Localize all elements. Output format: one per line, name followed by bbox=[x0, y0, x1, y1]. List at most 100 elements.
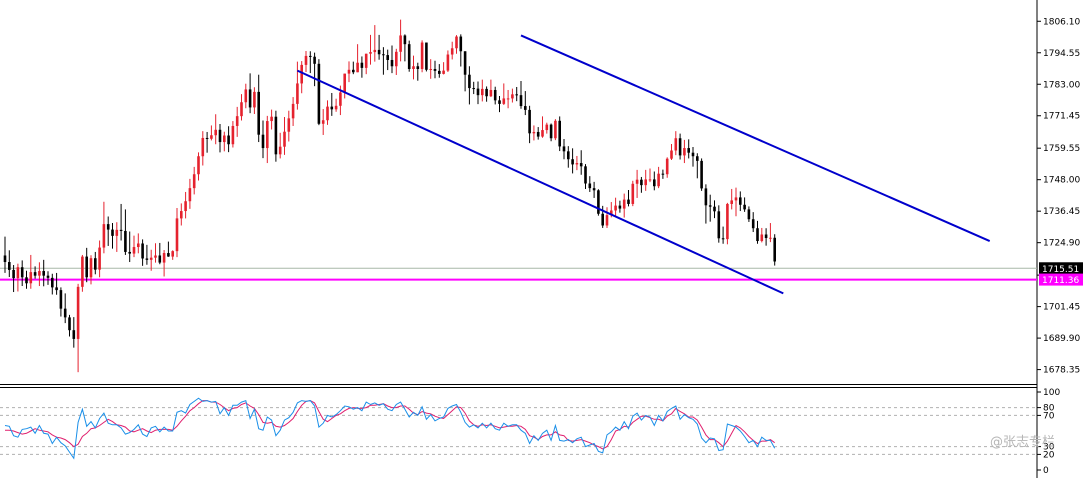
candle-body bbox=[334, 105, 338, 110]
candle-body bbox=[691, 152, 695, 157]
candle-body bbox=[605, 215, 609, 226]
candle-body bbox=[352, 69, 355, 73]
candle-body bbox=[261, 134, 265, 149]
candle-body bbox=[438, 70, 441, 74]
candle-body bbox=[678, 138, 682, 156]
candle-body bbox=[627, 199, 630, 204]
candle-body bbox=[257, 91, 260, 135]
candle-body bbox=[343, 73, 346, 93]
candle-body bbox=[498, 100, 501, 104]
candle-body bbox=[601, 213, 604, 226]
candle-body bbox=[751, 219, 755, 229]
candle-body bbox=[545, 124, 549, 131]
candle-body bbox=[59, 290, 63, 309]
candle-body bbox=[493, 89, 497, 101]
candle-body bbox=[640, 179, 643, 186]
level-lines bbox=[0, 267, 1037, 281]
candle-body bbox=[51, 277, 54, 288]
price-tick-label: 1736.45 bbox=[1043, 207, 1080, 217]
oscillator-level-label: 80 bbox=[1043, 404, 1055, 414]
horizontal-level-tag-box bbox=[1039, 273, 1083, 286]
trendlines[interactable] bbox=[296, 34, 991, 295]
candle-body bbox=[29, 272, 33, 284]
candle-body bbox=[764, 234, 768, 239]
candle-body bbox=[773, 237, 776, 262]
candle-body bbox=[532, 131, 536, 134]
candle-body bbox=[433, 68, 437, 71]
candle-body bbox=[717, 211, 721, 239]
candle-body bbox=[197, 156, 200, 175]
candle-body bbox=[240, 102, 243, 117]
candle-body bbox=[115, 229, 119, 236]
oscillator-level-label: 30 bbox=[1043, 443, 1055, 453]
candle-body bbox=[223, 135, 226, 143]
candle-body bbox=[704, 188, 708, 206]
candle-body bbox=[524, 106, 527, 110]
candle-body bbox=[63, 308, 67, 318]
candle-body bbox=[571, 159, 574, 165]
candle-body bbox=[562, 146, 566, 152]
main-panel bbox=[0, 0, 1038, 478]
candle-body bbox=[468, 74, 471, 89]
candle-body bbox=[644, 179, 647, 186]
price-tick-label: 1724.90 bbox=[1043, 239, 1080, 249]
candle-body bbox=[145, 258, 149, 260]
candle-body bbox=[364, 53, 368, 68]
candle-body bbox=[610, 210, 613, 216]
candle-body bbox=[330, 106, 334, 110]
candle-body bbox=[106, 224, 110, 230]
candle-body bbox=[506, 98, 510, 100]
candle-body bbox=[541, 130, 544, 137]
trendline-channel-upper[interactable] bbox=[520, 34, 991, 242]
candle-body bbox=[235, 116, 239, 126]
candle-body bbox=[769, 237, 772, 239]
candle-body bbox=[420, 42, 424, 69]
candle-body bbox=[85, 256, 88, 278]
candle-body bbox=[38, 271, 41, 276]
candle-body bbox=[227, 135, 230, 145]
candle-body bbox=[734, 197, 738, 201]
candle-body bbox=[455, 36, 458, 49]
candle-body bbox=[192, 174, 196, 189]
candle-body bbox=[132, 247, 136, 254]
candle-body bbox=[584, 166, 587, 184]
candle-body bbox=[76, 286, 80, 339]
candle-body bbox=[188, 188, 192, 202]
candle-body bbox=[416, 66, 420, 69]
price-tick-label: 1689.90 bbox=[1043, 334, 1080, 344]
candle-body bbox=[33, 272, 37, 276]
candle-body bbox=[653, 179, 656, 187]
candle-body bbox=[442, 70, 445, 74]
candle-body bbox=[635, 179, 639, 184]
candlestick-series bbox=[3, 19, 776, 373]
candle-body bbox=[519, 95, 523, 107]
price-axis: 1806.10 1794.55 1783.00 1771.45 1759.55 1748.… bbox=[1037, 17, 1080, 376]
candle-body bbox=[399, 35, 402, 52]
oscillator-main-line bbox=[4, 397, 776, 460]
candle-body bbox=[687, 148, 690, 153]
candle-body bbox=[743, 204, 746, 210]
candle-body bbox=[81, 256, 84, 287]
candle-body bbox=[747, 209, 751, 220]
candle-body bbox=[403, 35, 407, 45]
candle-body bbox=[700, 160, 703, 189]
candle-body bbox=[339, 92, 342, 106]
trendline-channel-lower[interactable] bbox=[296, 69, 784, 295]
candle-body bbox=[446, 54, 450, 71]
candle-body bbox=[3, 255, 7, 263]
candle-body bbox=[55, 287, 58, 291]
candle-body bbox=[463, 51, 467, 75]
candle-body bbox=[356, 62, 359, 73]
candle-body bbox=[296, 83, 299, 104]
candle-body bbox=[321, 120, 325, 124]
candle-body bbox=[412, 66, 415, 69]
candle-body bbox=[377, 49, 381, 55]
candle-body bbox=[425, 42, 428, 70]
price-tick-label: 1748.00 bbox=[1043, 176, 1080, 186]
candle-body bbox=[579, 163, 583, 167]
candle-body bbox=[16, 267, 20, 279]
candle-body bbox=[274, 116, 278, 155]
